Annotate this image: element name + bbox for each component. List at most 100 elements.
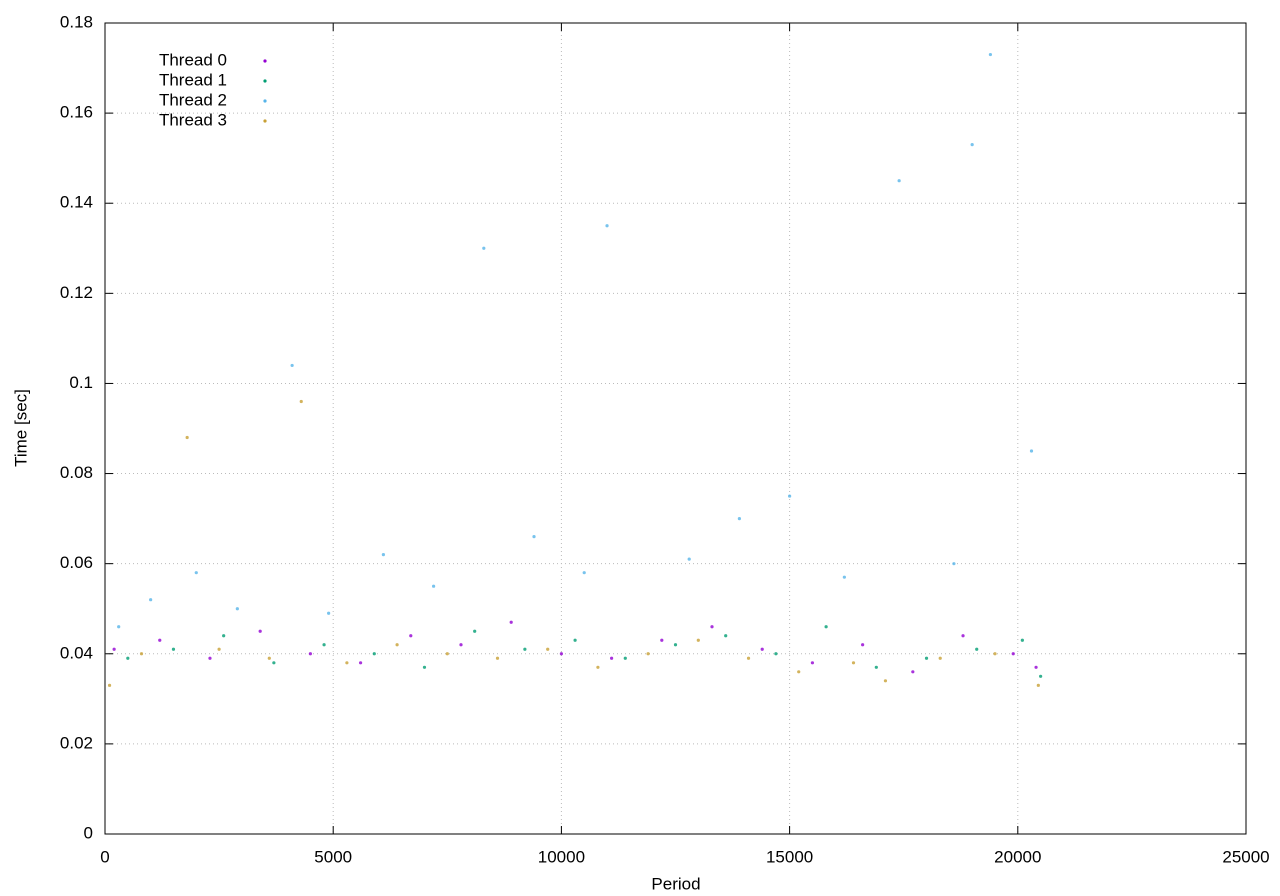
point: [327, 611, 331, 615]
point: [299, 399, 303, 404]
point: [993, 652, 997, 656]
point: [1020, 638, 1024, 642]
point: [395, 643, 399, 647]
point: [938, 656, 942, 660]
x-tick-label: 5000: [314, 847, 352, 866]
legend-marker: [263, 59, 267, 63]
point: [432, 584, 436, 588]
y-tick-label: 0.14: [60, 193, 93, 212]
y-tick-label: 0.16: [60, 103, 93, 122]
point: [1011, 652, 1015, 656]
point: [126, 656, 130, 660]
point: [961, 634, 965, 638]
x-axis-label: Period: [651, 874, 700, 893]
point: [810, 661, 815, 665]
y-tick-label: 0.18: [60, 12, 93, 31]
point: [970, 143, 974, 147]
point: [308, 652, 312, 656]
point: [194, 571, 198, 575]
point: [509, 620, 513, 624]
x-tick-label: 15000: [766, 847, 813, 866]
point: [988, 52, 993, 57]
point: [582, 571, 586, 575]
point: [117, 625, 121, 629]
x-tick-label: 0: [100, 847, 109, 866]
point: [546, 647, 550, 651]
legend-label: Thread 3: [159, 110, 227, 129]
point: [185, 435, 189, 440]
point: [290, 363, 294, 368]
point: [897, 179, 901, 183]
point: [208, 656, 212, 660]
point: [610, 656, 614, 660]
point: [372, 652, 376, 656]
point: [523, 647, 527, 651]
point: [112, 647, 116, 651]
y-tick-label: 0.1: [69, 373, 93, 392]
point: [596, 665, 600, 669]
point: [482, 246, 486, 250]
point: [724, 634, 728, 638]
legend-marker: [263, 79, 267, 83]
point: [851, 661, 856, 665]
point: [272, 661, 276, 665]
point: [381, 553, 386, 557]
point: [422, 665, 427, 669]
point: [1034, 665, 1038, 669]
point: [737, 517, 741, 521]
point: [760, 647, 764, 651]
point: [710, 625, 714, 629]
point: [646, 652, 650, 656]
point: [217, 647, 221, 651]
point: [952, 562, 956, 566]
point: [883, 679, 888, 683]
point: [139, 652, 144, 656]
point: [924, 656, 929, 660]
point: [861, 643, 865, 647]
y-axis-label: Time [sec]: [11, 389, 30, 467]
legend-label: Thread 0: [159, 50, 227, 69]
point: [687, 557, 691, 561]
point: [459, 643, 463, 647]
y-tick-label: 0.06: [60, 553, 93, 572]
point: [532, 535, 536, 539]
point: [495, 656, 500, 660]
point: [1036, 683, 1040, 687]
y-tick-label: 0.08: [60, 463, 93, 482]
point: [660, 638, 664, 642]
point: [1029, 449, 1034, 453]
point: [409, 634, 413, 638]
x-tick-label: 20000: [994, 847, 1041, 866]
y-tick-label: 0.04: [60, 643, 93, 662]
point: [322, 643, 326, 647]
legend-marker: [263, 119, 267, 123]
legend-marker: [263, 99, 267, 103]
point: [473, 629, 477, 633]
y-tick-label: 0.12: [60, 283, 93, 302]
point: [345, 661, 349, 665]
point: [746, 656, 751, 660]
point: [171, 647, 176, 651]
point: [774, 652, 778, 656]
x-tick-label: 25000: [1222, 847, 1269, 866]
point: [788, 494, 792, 498]
legend-label: Thread 1: [159, 70, 227, 89]
point: [797, 670, 801, 674]
point: [911, 670, 915, 674]
point: [573, 638, 577, 642]
point: [235, 607, 239, 611]
point: [824, 625, 828, 629]
y-tick-label: 0.02: [60, 733, 93, 752]
legend-label: Thread 2: [159, 90, 227, 109]
plot-frame: [104, 22, 1247, 835]
point: [222, 634, 226, 638]
point: [975, 647, 979, 651]
point: [673, 643, 678, 647]
point: [258, 629, 262, 633]
point: [267, 656, 271, 660]
point: [107, 683, 112, 687]
point: [842, 575, 846, 579]
x-tick-label: 10000: [538, 847, 585, 866]
